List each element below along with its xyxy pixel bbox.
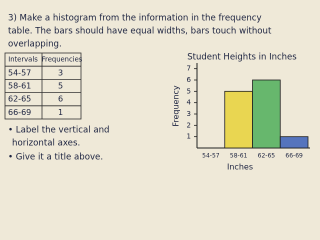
y-tick-label: 2 [187, 121, 191, 129]
note: • Give it a title above. [8, 153, 103, 163]
problem-line: 3) Make a histogram from the information… [8, 14, 262, 24]
x-tick-label: 54-57 [202, 153, 220, 160]
problem-line: table. The bars should have equal widths… [8, 27, 272, 37]
x-axis-label: Inches [227, 163, 253, 172]
note: horizontal axes. [12, 139, 80, 149]
note: • Label the vertical and [8, 126, 110, 136]
table-cell: 66-69 [8, 108, 31, 117]
table-cell: 54-57 [8, 68, 31, 77]
table-cell: 5 [58, 82, 63, 91]
chart-title: Student Heights in Inches [187, 53, 297, 63]
y-tick-label: 3 [187, 110, 191, 118]
table-cell: 6 [58, 95, 63, 104]
table-border [4, 52, 82, 120]
y-tick-label: 5 [187, 87, 191, 95]
table-cell: 62-65 [8, 95, 31, 104]
y-tick-label: 4 [187, 99, 192, 107]
table-cell: 58-61 [8, 82, 31, 91]
bar [224, 90, 253, 149]
y-tick-label: 6 [187, 76, 192, 84]
y-tick-label: 1 [187, 133, 191, 141]
x-tick-label: 58-61 [230, 153, 248, 160]
x-tick-label: 62-65 [258, 153, 276, 160]
worksheet: 3) Make a histogram from the information… [4, 13, 310, 172]
table-cell: 1 [58, 108, 63, 117]
bar [252, 79, 281, 149]
x-tick-label: 66-69 [285, 153, 303, 160]
table-header: Intervals [8, 56, 38, 64]
y-tick-label: 7 [187, 65, 191, 73]
table-cell: 3 [58, 68, 63, 77]
problem-line: overlapping. [8, 40, 62, 50]
y-axis-label: Frequency [172, 85, 181, 127]
frequency-table [4, 52, 82, 120]
table-header: Frequencies [42, 56, 83, 64]
bar [279, 136, 309, 149]
